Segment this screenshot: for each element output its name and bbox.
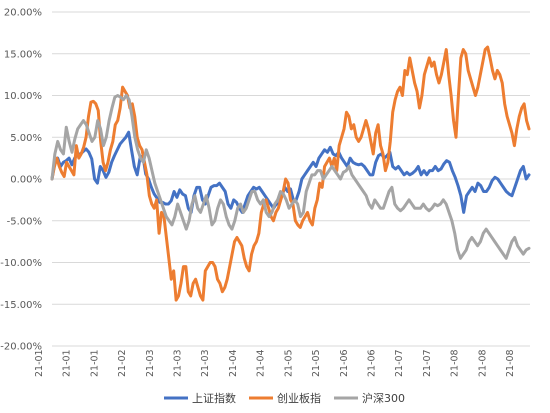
y-tick-label: 20.00%: [4, 8, 42, 19]
x-tick-label: 21-06: [339, 349, 350, 377]
x-tick-label: 21-06: [366, 349, 377, 377]
x-tick-label: 21-03: [173, 349, 184, 377]
x-tick-label: 21-03: [145, 349, 156, 377]
x-tick-label: 21-01: [89, 349, 100, 377]
x-tick-label: 21-02: [117, 349, 128, 377]
x-tick-label: 21-07: [422, 349, 433, 377]
x-tick-label: 21-03: [200, 349, 211, 377]
legend: 上证指数 创业板指 沪深300: [164, 391, 405, 405]
x-axis-ticks: 21-01 21-01 21-01 21-02 21-03 21-03 21-03 21-04…: [34, 349, 516, 377]
x-tick-label: 21-01: [34, 349, 45, 377]
legend-label: 上证指数: [192, 391, 236, 405]
legend-label: 沪深300: [362, 391, 405, 405]
x-tick-label: 21-04: [256, 349, 267, 377]
y-tick-label: -5.00%: [7, 216, 42, 227]
y-tick-label: 15.00%: [4, 49, 42, 60]
legend-label: 创业板指: [277, 391, 321, 405]
y-tick-label: 5.00%: [10, 133, 42, 144]
series-line-3: [50, 94, 531, 260]
y-tick-label: 0.00%: [10, 175, 42, 186]
x-tick-label: 21-05: [283, 349, 294, 377]
series-line-1: [50, 130, 531, 214]
x-tick-label: 21-08: [505, 349, 516, 377]
x-tick-label: 21-08: [450, 349, 461, 377]
y-tick-label: -15.00%: [0, 300, 42, 311]
x-tick-label: 21-07: [394, 349, 405, 377]
x-tick-label: 21-08: [477, 349, 488, 377]
y-tick-label: 10.00%: [4, 91, 42, 102]
x-tick-label: 21-04: [228, 349, 239, 377]
series-lines: [50, 45, 531, 302]
x-tick-label: 21-05: [311, 349, 322, 377]
x-tick-label: 21-01: [62, 349, 73, 377]
y-axis-ticks: 20.00% 15.00% 10.00% 5.00% 0.00% -5.00% -10.00…: [0, 8, 42, 353]
y-tick-label: -10.00%: [0, 258, 42, 269]
y-tick-label: -20.00%: [0, 342, 42, 353]
grid-lines: [52, 11, 530, 347]
